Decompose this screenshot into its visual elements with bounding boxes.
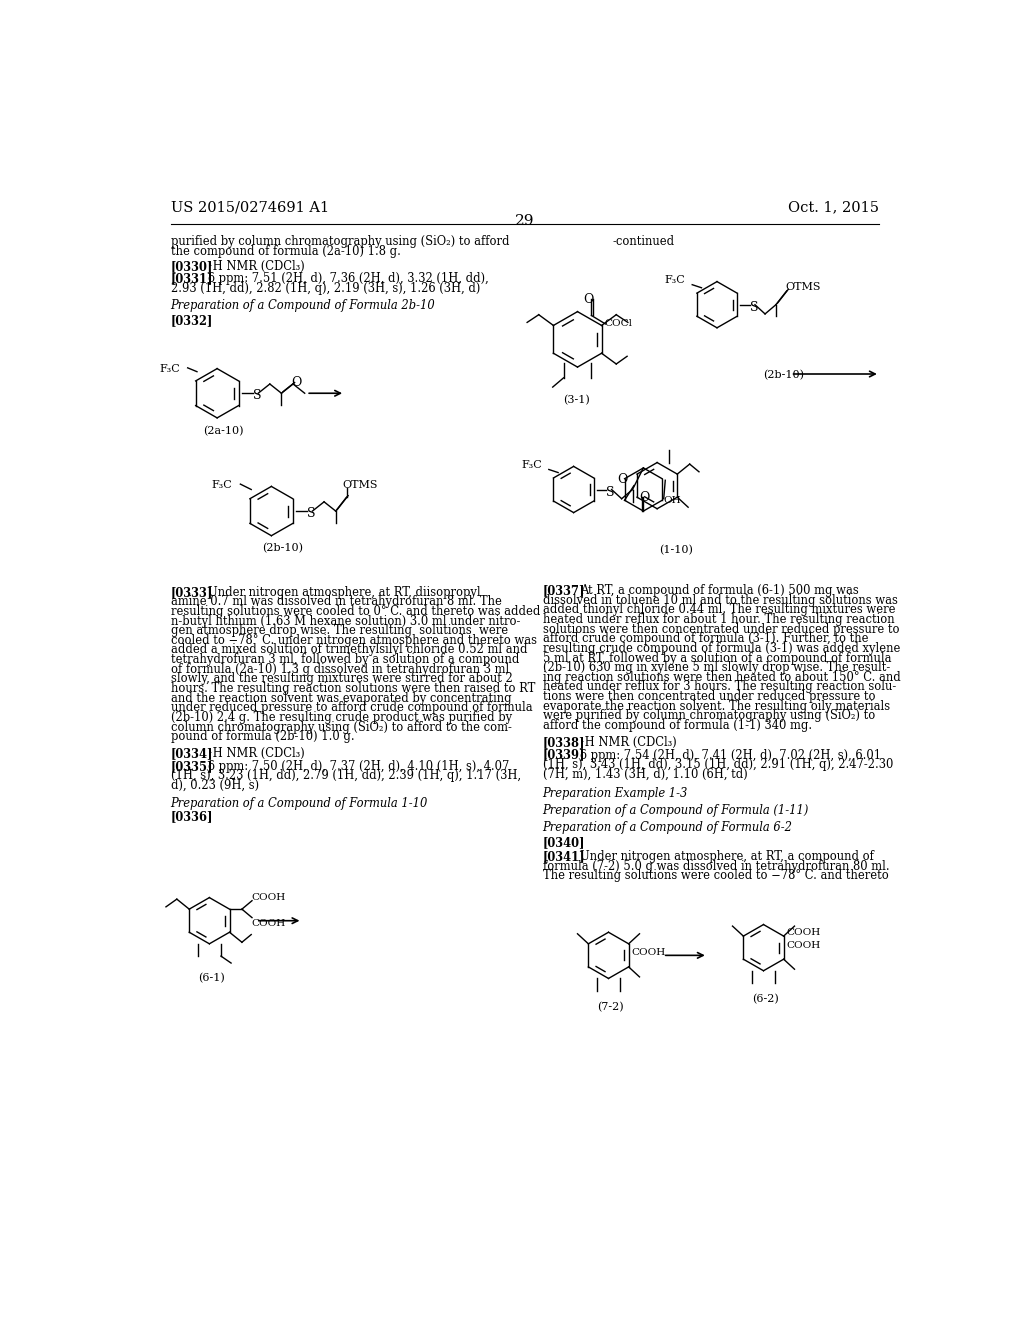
Text: 2.93 (1H, dd), 2.82 (1H, q), 2.19 (3H, s), 1.26 (3H, d): 2.93 (1H, dd), 2.82 (1H, q), 2.19 (3H, s… [171, 282, 480, 296]
Text: [0338]: [0338] [543, 737, 585, 750]
Text: [0339]: [0339] [543, 748, 585, 762]
Text: S: S [750, 301, 758, 314]
Text: (2b-10): (2b-10) [262, 544, 303, 553]
Text: (1H, s), 3.43 (1H, dd), 3.15 (1H, dd), 2.91 (1H, q), 2.47-2.30: (1H, s), 3.43 (1H, dd), 3.15 (1H, dd), 2… [543, 758, 893, 771]
Text: the compound of formula (2a-10) 1.8 g.: the compound of formula (2a-10) 1.8 g. [171, 246, 400, 259]
Text: COOH: COOH [251, 919, 286, 928]
Text: formula (7-2) 5.0 g was dissolved in tetrahydrofuran 80 ml.: formula (7-2) 5.0 g was dissolved in tet… [543, 859, 889, 873]
Text: and the reaction solvent was evaporated by concentrating: and the reaction solvent was evaporated … [171, 692, 511, 705]
Text: added thionyl chloride 0.44 ml. The resulting mixtures were: added thionyl chloride 0.44 ml. The resu… [543, 603, 895, 616]
Text: [0341]: [0341] [543, 850, 586, 863]
Text: OTMS: OTMS [343, 480, 378, 490]
Text: O: O [616, 473, 628, 486]
Text: OTMS: OTMS [785, 281, 820, 292]
Text: COOH: COOH [786, 928, 821, 937]
Text: afford the compound of formula (1-1) 340 mg.: afford the compound of formula (1-1) 340… [543, 719, 812, 733]
Text: hours. The resulting reaction solutions were then raised to RT: hours. The resulting reaction solutions … [171, 682, 535, 696]
Text: heated under reflux for 3 hours. The resulting reaction solu-: heated under reflux for 3 hours. The res… [543, 681, 896, 693]
Text: COOH: COOH [632, 948, 666, 957]
Text: (6-2): (6-2) [752, 994, 778, 1005]
Text: pound of formula (2b-10) 1.0 g.: pound of formula (2b-10) 1.0 g. [171, 730, 354, 743]
Text: -continued: -continued [612, 235, 675, 248]
Text: δ ppm: 7.54 (2H, d), 7.41 (2H, d), 7.02 (2H, s), 6.01: δ ppm: 7.54 (2H, d), 7.41 (2H, d), 7.02 … [580, 748, 881, 762]
Text: cooled to −78° C. under nitrogen atmosphere and thereto was: cooled to −78° C. under nitrogen atmosph… [171, 634, 537, 647]
Text: (1H, s), 3.23 (1H, dd), 2.79 (1H, dd), 2.39 (1H, q), 1.17 (3H,: (1H, s), 3.23 (1H, dd), 2.79 (1H, dd), 2… [171, 770, 521, 783]
Text: S: S [606, 486, 614, 499]
Text: Preparation Example 1-3: Preparation Example 1-3 [543, 787, 688, 800]
Text: of formula (2a-10) 1.3 g dissolved in tetrahydrofuran 3 ml: of formula (2a-10) 1.3 g dissolved in te… [171, 663, 509, 676]
Text: [0332]: [0332] [171, 314, 213, 327]
Text: [0330]: [0330] [171, 260, 213, 273]
Text: (7-2): (7-2) [597, 1002, 624, 1012]
Text: under reduced pressure to afford crude compound of formula: under reduced pressure to afford crude c… [171, 701, 532, 714]
Text: O: O [292, 376, 302, 389]
Text: [0333]: [0333] [171, 586, 213, 599]
Text: Under nitrogen atmosphere, at RT, diisopropyl: Under nitrogen atmosphere, at RT, diisop… [208, 586, 480, 599]
Text: [0340]: [0340] [543, 837, 585, 849]
Text: Under nitrogen atmosphere, at RT, a compound of: Under nitrogen atmosphere, at RT, a comp… [580, 850, 873, 863]
Text: purified by column chromatography using (SiO₂) to afford: purified by column chromatography using … [171, 235, 509, 248]
Text: S: S [307, 507, 315, 520]
Text: F₃C: F₃C [521, 461, 542, 470]
Text: (3-1): (3-1) [563, 395, 590, 405]
Text: Preparation of a Compound of Formula 2b-10: Preparation of a Compound of Formula 2b-… [171, 300, 435, 313]
Text: amine 0.7 ml was dissolved in tetrahydrofuran 8 ml. The: amine 0.7 ml was dissolved in tetrahydro… [171, 595, 502, 609]
Text: (2b-10): (2b-10) [764, 370, 805, 380]
Text: tetrahydrofuran 3 ml, followed by a solution of a compound: tetrahydrofuran 3 ml, followed by a solu… [171, 653, 519, 667]
Text: (2b-10) 2.4 g. The resulting crude product was purified by: (2b-10) 2.4 g. The resulting crude produ… [171, 711, 512, 723]
Text: COOH: COOH [251, 892, 286, 902]
Text: F₃C: F₃C [159, 364, 180, 374]
Text: COCl: COCl [604, 319, 633, 329]
Text: δ ppm: 7.50 (2H, d), 7.37 (2H, d), 4.10 (1H, s), 4.07: δ ppm: 7.50 (2H, d), 7.37 (2H, d), 4.10 … [208, 760, 509, 772]
Text: F₃C: F₃C [665, 276, 685, 285]
Text: F₃C: F₃C [212, 480, 232, 490]
Text: [0335]: [0335] [171, 760, 213, 772]
Text: [0331]: [0331] [171, 272, 213, 285]
Text: 29: 29 [515, 214, 535, 228]
Text: O: O [640, 491, 650, 504]
Text: US 2015/0274691 A1: US 2015/0274691 A1 [171, 201, 329, 215]
Text: 5 ml at RT, followed by a solution of a compound of formula: 5 ml at RT, followed by a solution of a … [543, 652, 891, 664]
Text: The resulting solutions were cooled to −78° C. and thereto: The resulting solutions were cooled to −… [543, 870, 889, 883]
Text: afford crude compound of formula (3-1). Further, to the: afford crude compound of formula (3-1). … [543, 632, 868, 645]
Text: slowly, and the resulting mixtures were stirred for about 2: slowly, and the resulting mixtures were … [171, 672, 512, 685]
Text: ing reaction solutions were then heated to about 150° C. and: ing reaction solutions were then heated … [543, 671, 900, 684]
Text: (2b-10) 630 mg in xylene 5 ml slowly drop wise. The result-: (2b-10) 630 mg in xylene 5 ml slowly dro… [543, 661, 890, 675]
Text: Oct. 1, 2015: Oct. 1, 2015 [788, 201, 879, 215]
Text: Preparation of a Compound of Formula (1-11): Preparation of a Compound of Formula (1-… [543, 804, 809, 817]
Text: [0336]: [0336] [171, 810, 213, 824]
Text: were purified by column chromatography using (SiO₂) to: were purified by column chromatography u… [543, 709, 874, 722]
Text: solutions were then concentrated under reduced pressure to: solutions were then concentrated under r… [543, 623, 899, 636]
Text: (6-1): (6-1) [199, 973, 225, 983]
Text: (7H, m), 1.43 (3H, d), 1.10 (6H, td): (7H, m), 1.43 (3H, d), 1.10 (6H, td) [543, 768, 748, 781]
Text: heated under reflux for about 1 hour. The resulting reaction: heated under reflux for about 1 hour. Th… [543, 612, 894, 626]
Text: COOH: COOH [786, 941, 821, 950]
Text: resulting crude compound of formula (3-1) was added xylene: resulting crude compound of formula (3-1… [543, 642, 900, 655]
Text: At RT, a compound of formula (6-1) 500 mg was: At RT, a compound of formula (6-1) 500 m… [580, 585, 858, 597]
Text: S: S [253, 389, 261, 403]
Text: column chromatography using (SiO₂) to afford to the com-: column chromatography using (SiO₂) to af… [171, 721, 512, 734]
Text: O: O [584, 293, 594, 306]
Text: gen atmosphere drop wise. The resulting  solutions  were: gen atmosphere drop wise. The resulting … [171, 624, 508, 638]
Text: tions were then concentrated under reduced pressure to: tions were then concentrated under reduc… [543, 690, 876, 704]
Text: dissolved in toluene 10 ml and to the resulting solutions was: dissolved in toluene 10 ml and to the re… [543, 594, 897, 607]
Text: ¹H NMR (CDCl₃): ¹H NMR (CDCl₃) [208, 260, 304, 273]
Text: [0334]: [0334] [171, 747, 213, 760]
Text: added a mixed solution of trimethylsilyl chloride 0.52 ml and: added a mixed solution of trimethylsilyl… [171, 644, 527, 656]
Text: δ ppm: 7.51 (2H, d), 7.36 (2H, d), 3.32 (1H, dd),: δ ppm: 7.51 (2H, d), 7.36 (2H, d), 3.32 … [208, 272, 488, 285]
Text: ¹H NMR (CDCl₃): ¹H NMR (CDCl₃) [208, 747, 304, 760]
Text: [0337]: [0337] [543, 585, 585, 597]
Text: resulting solutions were cooled to 0° C. and thereto was added: resulting solutions were cooled to 0° C.… [171, 605, 540, 618]
Text: ¹H NMR (CDCl₃): ¹H NMR (CDCl₃) [580, 737, 677, 750]
Text: (1-10): (1-10) [658, 545, 693, 556]
Text: n-butyl lithium (1.63 M hexane solution) 3.0 ml under nitro-: n-butyl lithium (1.63 M hexane solution)… [171, 615, 520, 627]
Text: OH: OH [664, 496, 681, 506]
Text: Preparation of a Compound of Formula 1-10: Preparation of a Compound of Formula 1-1… [171, 797, 428, 809]
Text: Preparation of a Compound of Formula 6-2: Preparation of a Compound of Formula 6-2 [543, 821, 793, 834]
Text: (2a-10): (2a-10) [203, 425, 244, 436]
Text: evaporate the reaction solvent. The resulting oily materials: evaporate the reaction solvent. The resu… [543, 700, 890, 713]
Text: d), 0.23 (9H, s): d), 0.23 (9H, s) [171, 779, 259, 792]
